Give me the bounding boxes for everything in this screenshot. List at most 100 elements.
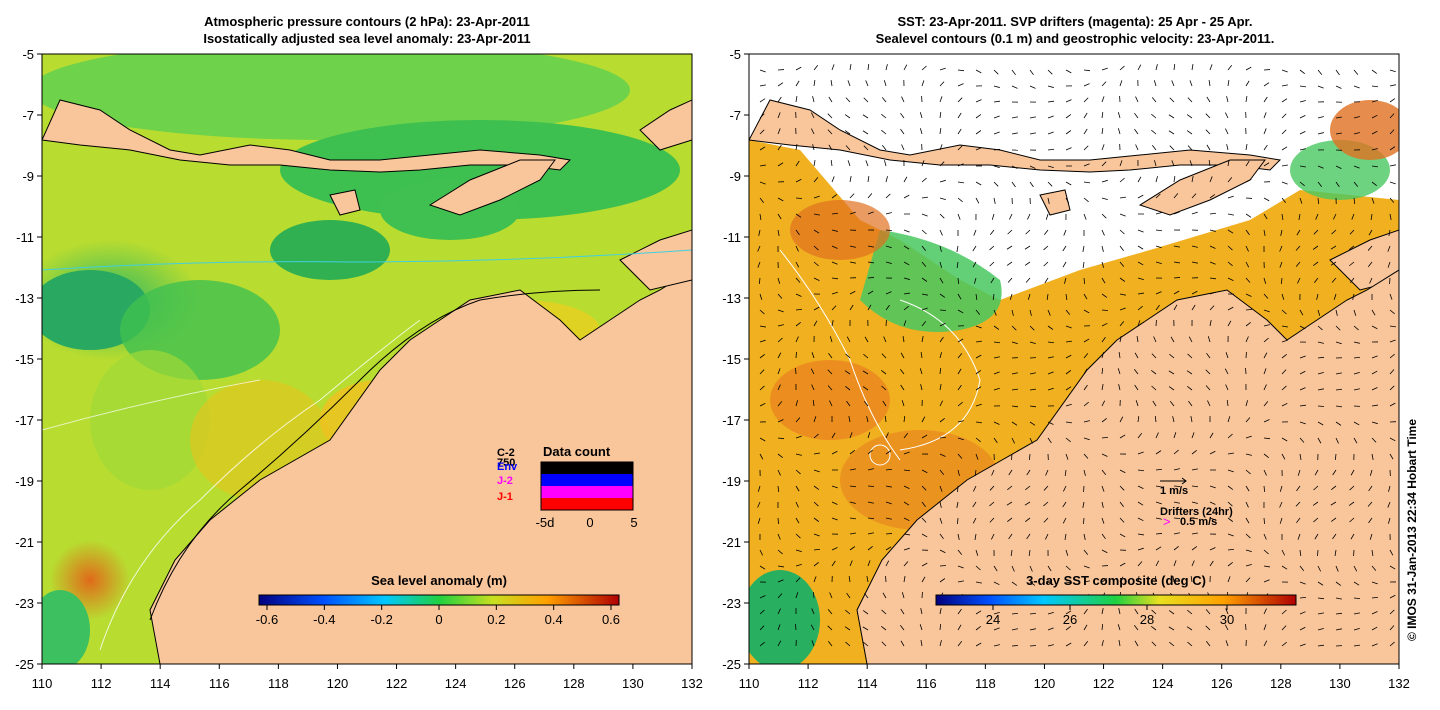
velocity-arrow [795, 400, 798, 407]
velocity-arrow [903, 415, 906, 423]
velocity-arrow [1043, 501, 1049, 507]
velocity-arrow [867, 485, 875, 487]
colorbar-tick-label: 0.6 [602, 612, 620, 627]
velocity-arrow [759, 293, 763, 300]
velocity-arrow [1137, 64, 1142, 71]
velocity-arrow [759, 197, 764, 203]
velocity-arrow [993, 611, 1000, 615]
velocity-arrow [1296, 229, 1301, 236]
velocity-arrow [1083, 277, 1086, 285]
velocity-arrow [993, 85, 1000, 88]
velocity-arrow [1191, 211, 1198, 215]
velocity-arrow [777, 419, 784, 423]
velocity-arrow [1263, 277, 1267, 284]
velocity-arrow [921, 469, 928, 474]
velocity-arrow [1370, 213, 1373, 220]
x-tick-label: 124 [1152, 676, 1174, 691]
velocity-arrow [777, 128, 781, 135]
velocity-arrow [1369, 533, 1373, 540]
velocity-arrow [759, 98, 766, 103]
velocity-arrow [1299, 69, 1305, 75]
velocity-arrow [1353, 597, 1361, 599]
velocity-arrow [1011, 565, 1015, 572]
velocity-arrow [1245, 435, 1252, 439]
velocity-arrow [1119, 80, 1123, 87]
velocity-arrows [757, 63, 1397, 647]
velocity-arrow [1137, 245, 1144, 250]
velocity-arrow [1295, 261, 1301, 267]
velocity-arrow [1371, 549, 1374, 556]
velocity-arrow [1083, 293, 1088, 300]
velocity-arrow [1280, 229, 1283, 236]
velocity-arrow [831, 176, 835, 183]
velocity-arrow [1029, 628, 1036, 631]
velocity-arrow [1389, 565, 1396, 570]
velocity-arrow [1227, 320, 1232, 327]
velocity-arrow [795, 245, 799, 252]
velocity-arrow [1281, 437, 1288, 442]
velocity-arrow [1225, 352, 1229, 359]
velocity-arrow [1352, 293, 1355, 300]
velocity-arrow [903, 261, 910, 266]
velocity-arrow [1118, 608, 1121, 615]
velocity-arrow [1135, 96, 1139, 103]
velocity-arrow [1119, 485, 1125, 491]
velocity-arrow [1101, 96, 1105, 103]
velocity-arrow [975, 325, 982, 329]
velocity-arrow [957, 338, 964, 343]
velocity-arrow [1263, 437, 1271, 440]
velocity-arrow [867, 290, 874, 295]
velocity-arrow [881, 113, 887, 119]
velocity-arrow [1331, 229, 1337, 235]
velocity-arrow [1263, 213, 1268, 220]
x-tick-label: 112 [91, 676, 112, 691]
velocity-arrow [795, 261, 800, 268]
velocity-arrow [1263, 565, 1270, 568]
velocity-arrow [1155, 304, 1160, 311]
colorbar-tick-label: 30 [1220, 612, 1234, 627]
velocity-arrow [885, 560, 890, 567]
y-tick-label: -15 [722, 352, 741, 367]
velocity-arrow [1353, 581, 1360, 586]
velocity-arrow [1045, 533, 1049, 540]
timor-island [1138, 159, 1266, 216]
velocity-arrow [1389, 437, 1396, 442]
velocity-arrow [1083, 83, 1090, 87]
velocity-arrow [757, 261, 761, 268]
velocity-arrow [867, 468, 874, 471]
velocity-arrow [1155, 229, 1163, 232]
velocity-arrow [1245, 178, 1252, 183]
velocity-arrow [900, 384, 905, 391]
velocity-arrow [1227, 485, 1234, 490]
velocity-arrow [1209, 277, 1216, 280]
velocity-arrow [1119, 321, 1125, 327]
velocity-arrow [777, 337, 783, 343]
velocity-arrow [1227, 433, 1233, 439]
velocity-arrow [939, 229, 943, 236]
velocity-arrow [1299, 165, 1306, 168]
velocity-arrow [866, 576, 869, 583]
velocity-arrow [993, 148, 1001, 151]
velocity-arrow [973, 485, 977, 492]
velocity-arrow [1137, 501, 1144, 506]
velocity-arrow [1137, 469, 1145, 472]
velocity-arrow [1065, 197, 1070, 204]
velocity-arrow [1299, 611, 1306, 615]
velocity-arrow [975, 197, 980, 204]
velocity-arrow [1134, 112, 1139, 119]
velocity-arrow [1029, 453, 1031, 461]
velocity-arrow [1297, 277, 1301, 284]
y-tick-label: -7 [729, 108, 741, 123]
velocity-arrow [1335, 181, 1340, 188]
velocity-arrow [903, 277, 910, 280]
y-tick-label: -5 [22, 47, 34, 62]
velocity-arrow [939, 549, 946, 554]
velocity-arrow [1135, 144, 1139, 151]
velocity-arrow [939, 322, 946, 327]
velocity-arrow [1155, 450, 1162, 455]
velocity-arrow [939, 578, 946, 583]
velocity-arrow [1065, 340, 1072, 343]
velocity-arrow [1029, 581, 1036, 586]
velocity-arrow [1206, 352, 1211, 359]
velocity-arrow [1155, 533, 1163, 535]
